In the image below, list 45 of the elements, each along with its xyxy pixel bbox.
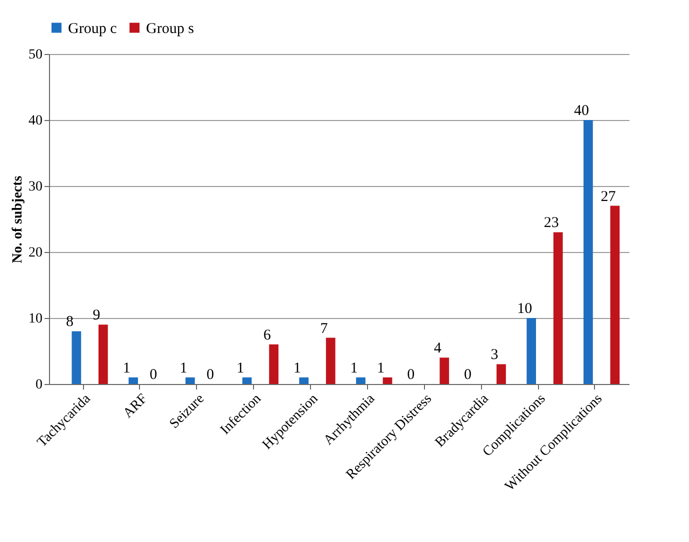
data-label: 4 (434, 340, 442, 357)
y-tick-label: 10 (28, 312, 42, 326)
bar (299, 377, 309, 384)
data-label: 1 (180, 360, 188, 376)
y-tick-label: 30 (28, 180, 42, 194)
data-label: 0 (150, 367, 158, 383)
y-tick-label: 20 (28, 246, 42, 260)
y-tick-label: 50 (28, 48, 42, 62)
data-label: 23 (544, 215, 559, 232)
bar (356, 377, 366, 384)
data-label: 40 (574, 103, 590, 119)
legend-label: Group s (146, 20, 194, 37)
data-label: 0 (464, 367, 472, 383)
bar (326, 338, 336, 384)
data-label: 6 (263, 327, 272, 344)
y-axis-title: No. of subjects (10, 175, 26, 264)
bar (72, 331, 82, 384)
data-label: 3 (490, 347, 498, 364)
bar (526, 318, 536, 384)
bar (610, 206, 620, 384)
data-label: 1 (293, 360, 301, 376)
bar (553, 232, 563, 384)
data-label: 7 (320, 320, 328, 337)
data-label: 1 (122, 360, 130, 376)
y-tick-label: 0 (36, 378, 42, 392)
legend-label: Group c (68, 20, 118, 37)
data-label: 1 (236, 360, 244, 376)
data-label: 0 (407, 367, 415, 383)
bar (269, 344, 278, 384)
data-label: 1 (350, 360, 358, 376)
bar (496, 364, 506, 384)
data-label: 27 (600, 188, 616, 205)
bar (98, 324, 108, 384)
y-tick-label: 40 (28, 114, 42, 128)
bar (185, 377, 195, 384)
data-label: 0 (206, 367, 214, 383)
bar (242, 377, 252, 384)
bar (584, 120, 593, 384)
data-label: 10 (517, 301, 532, 317)
bar (440, 358, 450, 384)
data-label: 1 (377, 360, 385, 376)
bar (128, 377, 138, 384)
data-label: 9 (92, 308, 100, 324)
bar (382, 377, 392, 384)
data-label: 8 (66, 314, 74, 330)
